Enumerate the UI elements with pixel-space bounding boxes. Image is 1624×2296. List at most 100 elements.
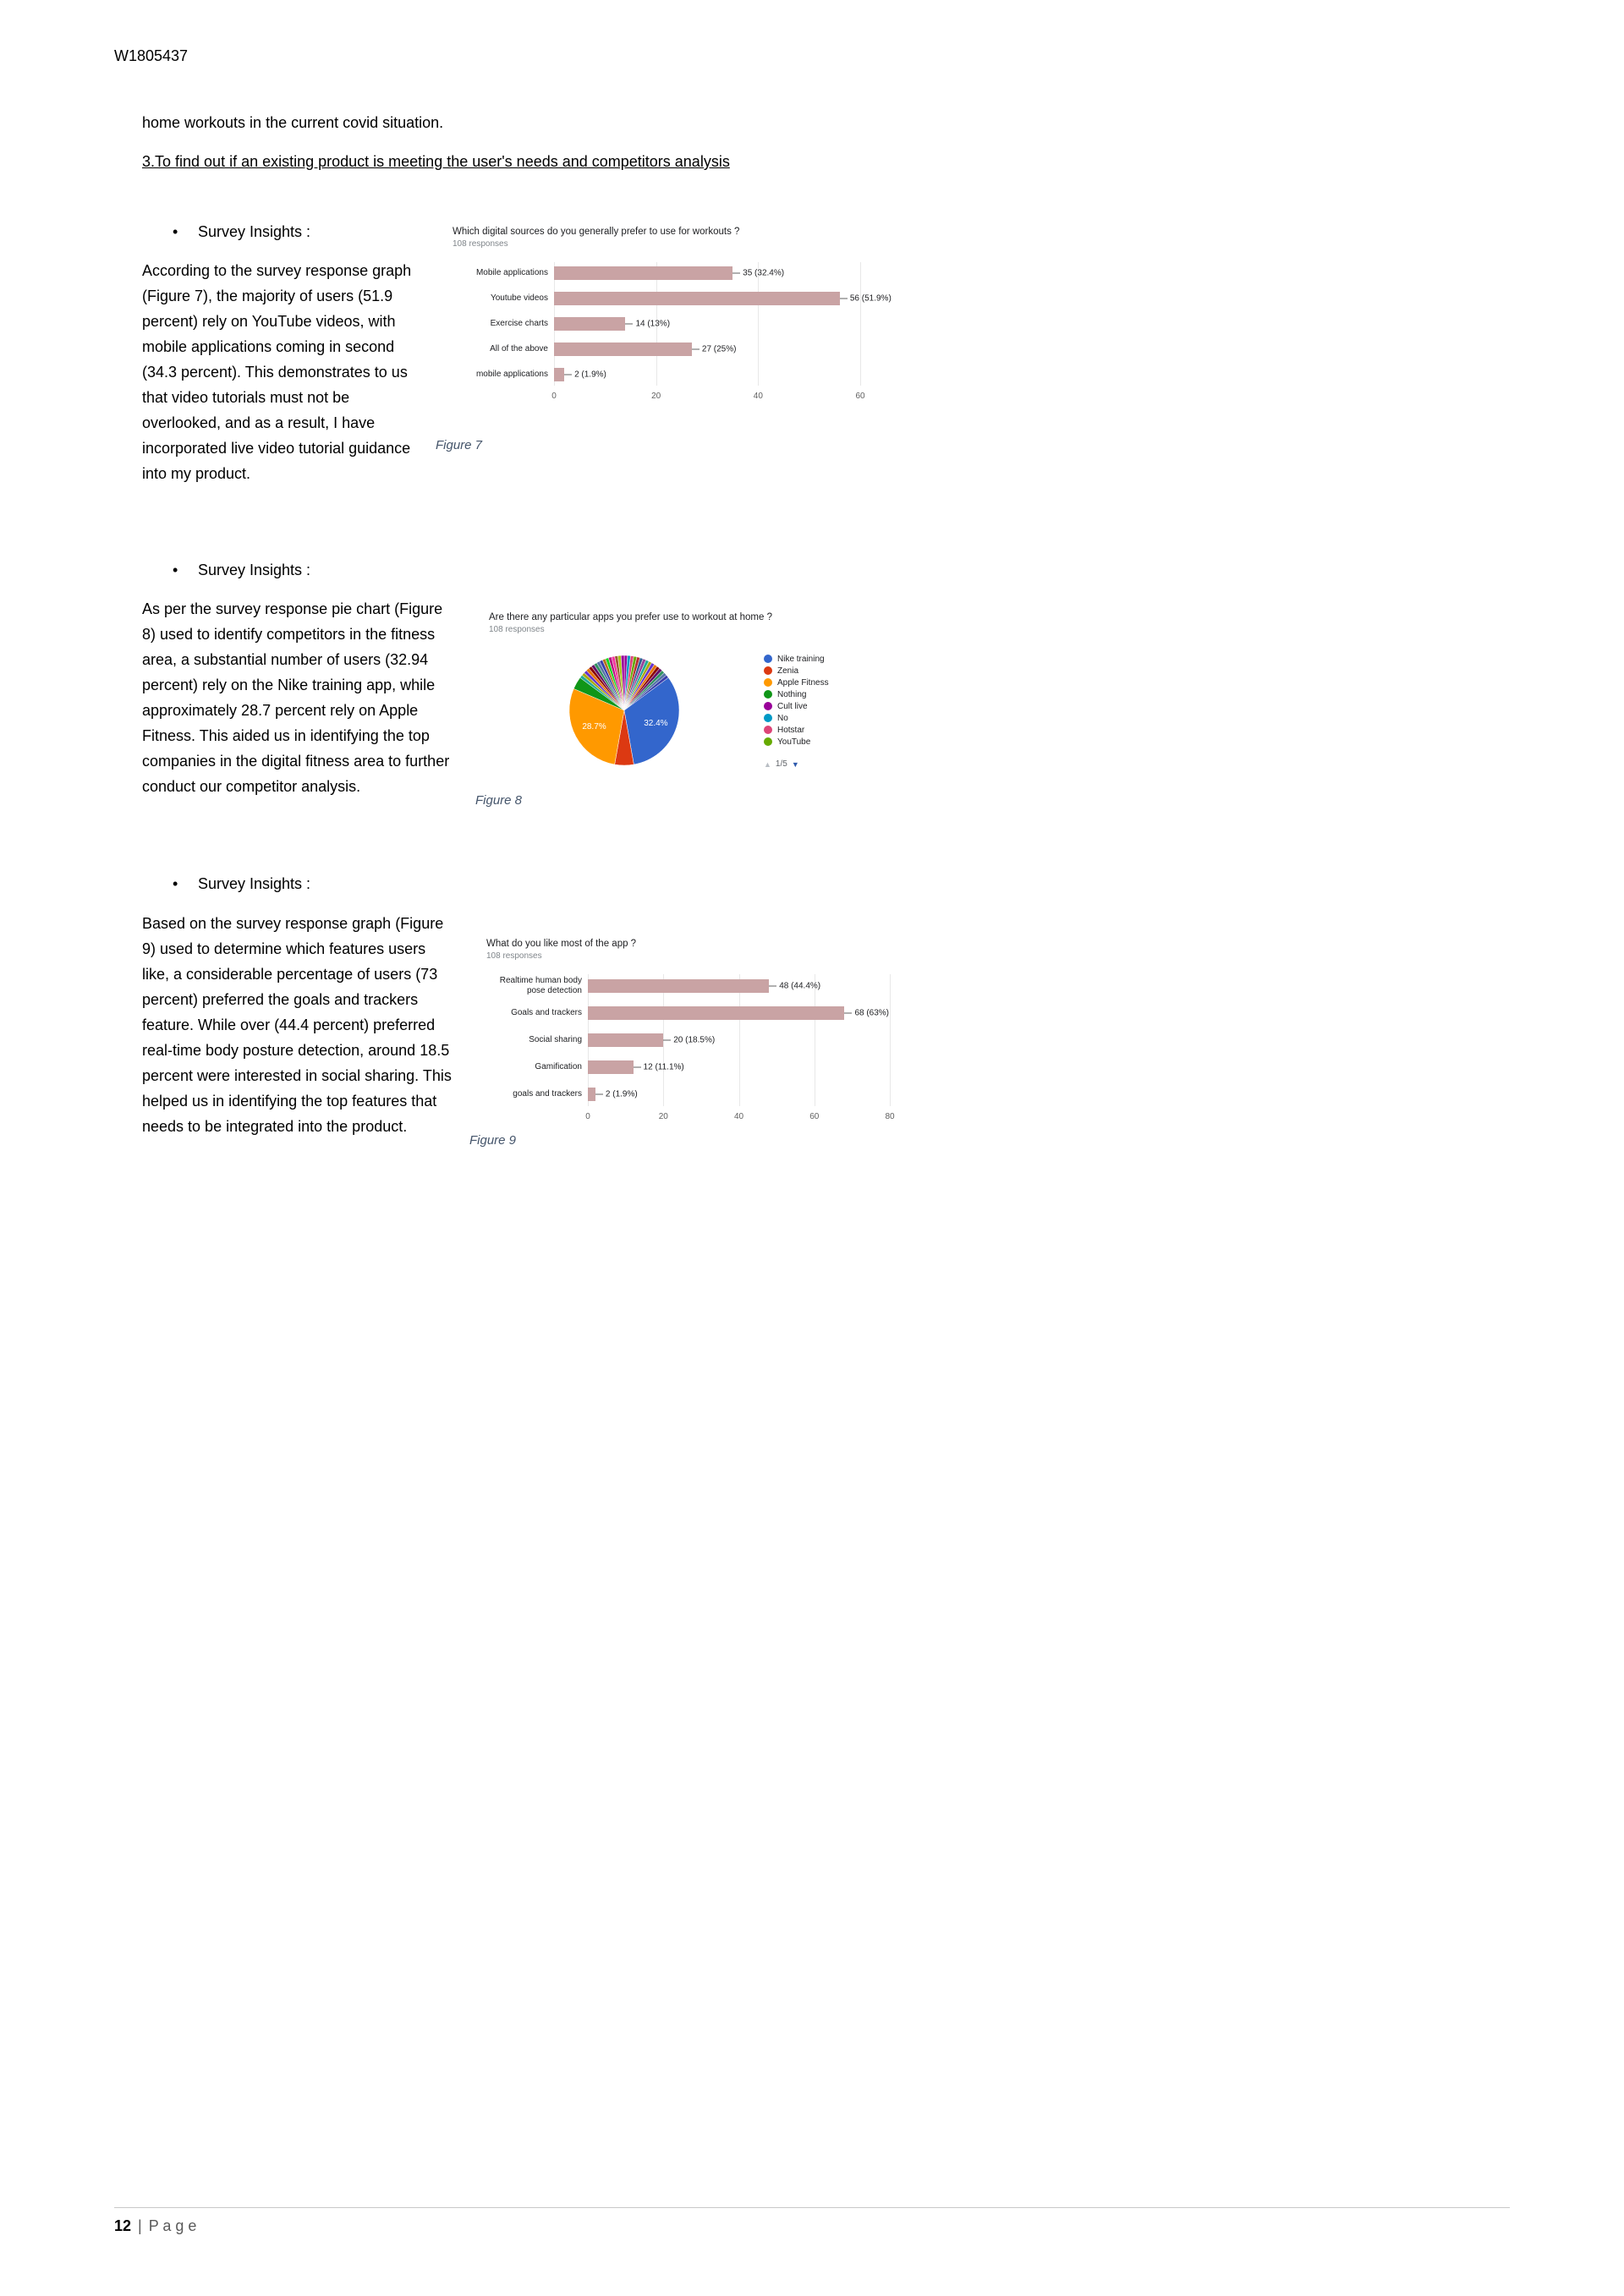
- bullet-item-2: • Survey Insights :: [173, 562, 310, 579]
- chart-tick-label: 0: [551, 392, 557, 401]
- legend-color-swatch: [764, 714, 772, 722]
- legend-item: Apple Fitness: [764, 677, 829, 688]
- chart-legend: Nike training Zenia Apple Fitness Nothing Cu…: [764, 653, 829, 748]
- chart-row-label: goals and trackers: [513, 1089, 582, 1099]
- footer-divider: [114, 2207, 1510, 2208]
- page-number: 12: [114, 2217, 132, 2234]
- value-text: 56 (51.9%): [849, 293, 892, 304]
- chart-row-label: Youtube videos: [490, 293, 548, 303]
- legend-item: Nothing: [764, 688, 829, 700]
- legend-label: Zenia: [777, 666, 799, 676]
- chart-row-label: Realtime human body pose detection: [499, 976, 582, 995]
- chart-row: 12 (11.1%): [588, 1054, 903, 1081]
- legend-label: Nothing: [777, 689, 807, 699]
- chart-row-label: Goals and trackers: [511, 1008, 582, 1017]
- bullet-icon: •: [173, 223, 178, 240]
- chart-bar-value-label: 2 (1.9%): [595, 1090, 638, 1099]
- chart-responses-note: 108 responses: [489, 625, 545, 634]
- legend-color-swatch: [764, 737, 772, 746]
- legend-color-swatch: [764, 726, 772, 734]
- chart-bar: [588, 1033, 664, 1047]
- chart-tick-label: 40: [733, 1112, 744, 1121]
- chart-bars: 35 (32.4%) 56 (51.9%) 14 (13%) 27 (25%) 2 (1…: [554, 260, 892, 387]
- legend-item: Nike training: [764, 653, 829, 665]
- bullet-item-1: • Survey Insights :: [173, 223, 310, 241]
- chart-grid-line: [656, 262, 657, 386]
- chart-plot-area: Realtime human body pose detection Goals …: [469, 973, 947, 1108]
- figure-8-pie-chart: Are there any particular apps you prefer…: [472, 604, 878, 786]
- legend-label: Hotstar: [777, 725, 805, 735]
- chart-category-labels: Mobile applications Youtube videos Exercis…: [453, 260, 554, 387]
- chart-x-axis: 0 20 40 60 80: [585, 1108, 947, 1123]
- chart-plot-area: Mobile applications Youtube videos Exercis…: [436, 260, 909, 387]
- chart-bar-value-label: 68 (63%): [844, 1009, 889, 1018]
- legend-pager: ▲ 1/5 ▼: [764, 759, 799, 769]
- figure-8-caption: Figure 8: [475, 793, 523, 808]
- chart-bar-value-label: 14 (13%): [625, 320, 670, 329]
- chart-tick-label: 20: [658, 1112, 668, 1121]
- chart-row: 68 (63%): [588, 1000, 903, 1027]
- chart-row-label: Mobile applications: [475, 268, 548, 277]
- chart-tick-label: 0: [585, 1112, 590, 1121]
- chart-tick-label: 20: [651, 392, 661, 401]
- chart-row-label: Social sharing: [529, 1035, 582, 1044]
- bullet-icon: •: [173, 562, 178, 578]
- chart-bars: 48 (44.4%) 68 (63%) 20 (18.5%) 12 (11.1%) 2 …: [588, 973, 903, 1108]
- chart-bar-value-label: 2 (1.9%): [564, 370, 606, 380]
- chart-row: 27 (25%): [554, 337, 873, 362]
- legend-label: Cult live: [777, 701, 808, 711]
- legend-item: YouTube: [764, 736, 829, 748]
- value-text: 68 (63%): [854, 1008, 890, 1018]
- value-connector-line: [625, 323, 634, 325]
- chart-bar-value-label: 48 (44.4%): [769, 982, 820, 991]
- chart-tick-label: 40: [753, 392, 763, 401]
- chart-bar-value-label: 20 (18.5%): [663, 1036, 715, 1045]
- section-heading: 3.To find out if an existing product is …: [142, 153, 730, 170]
- bullet-label: Survey Insights :: [198, 875, 311, 892]
- value-connector-line: [633, 1066, 641, 1068]
- chart-grid-line: [890, 974, 891, 1106]
- chart-grid-line: [860, 262, 861, 386]
- chart-responses-note: 108 responses: [486, 951, 542, 961]
- legend-item: No: [764, 712, 829, 724]
- bullet-icon: •: [173, 875, 178, 892]
- legend-item: Hotstar: [764, 724, 829, 736]
- figure-7-caption: Figure 7: [436, 438, 483, 452]
- figure-7-bar-chart: Which digital sources do you generally p…: [436, 218, 909, 421]
- legend-color-swatch: [764, 655, 772, 663]
- chart-bar-value-label: 35 (32.4%): [732, 269, 784, 278]
- chart-row: 56 (51.9%): [554, 286, 892, 311]
- bullet-label: Survey Insights :: [198, 562, 311, 578]
- figure-9-caption: Figure 9: [469, 1133, 517, 1148]
- page-footer: 12 | P a g e: [114, 2217, 196, 2235]
- pie-slice-percent-label: 28.7%: [582, 722, 606, 732]
- chart-title: Which digital sources do you generally p…: [453, 227, 740, 237]
- chart-grid-line: [758, 262, 760, 386]
- chart-bar: [588, 1088, 595, 1101]
- chart-row-label: Exercise charts: [490, 319, 548, 328]
- pager-text: 1/5: [775, 759, 787, 769]
- value-text: 14 (13%): [635, 319, 671, 329]
- value-text: 35 (32.4%): [743, 268, 785, 278]
- chart-tick-label: 80: [885, 1112, 895, 1121]
- value-text: 27 (25%): [701, 344, 737, 354]
- legend-color-swatch: [764, 690, 772, 699]
- pie-slice: [620, 655, 625, 711]
- value-connector-line: [691, 348, 700, 350]
- pager-up-icon: ▲: [764, 759, 771, 769]
- value-connector-line: [732, 272, 741, 274]
- chart-bar: [554, 266, 733, 280]
- intro-paragraph: home workouts in the current covid situa…: [142, 114, 444, 131]
- chart-grid-line: [738, 974, 740, 1106]
- chart-bar: [588, 1006, 845, 1020]
- chart-row: 2 (1.9%): [554, 362, 873, 387]
- legend-label: No: [777, 713, 788, 723]
- chart-row: 2 (1.9%): [588, 1081, 903, 1108]
- chart-row-label: mobile applications: [475, 370, 548, 379]
- pie-slice-percent-label: 32.4%: [644, 719, 667, 728]
- chart-row: 20 (18.5%): [588, 1027, 903, 1054]
- chart-bar: [554, 317, 626, 331]
- value-text: 20 (18.5%): [673, 1035, 716, 1045]
- bullet-item-3: • Survey Insights :: [173, 875, 310, 893]
